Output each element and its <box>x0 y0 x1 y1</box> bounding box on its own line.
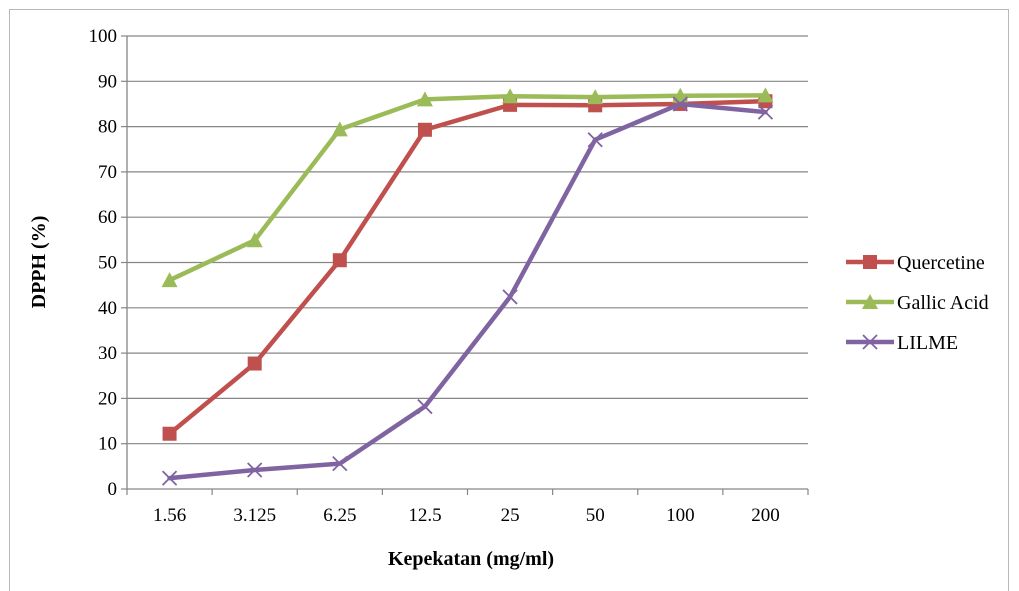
data-point-gallic-acid <box>502 88 519 104</box>
data-point-lilme <box>587 132 603 148</box>
y-tick-label: 80 <box>98 117 117 138</box>
data-point-gallic-acid <box>587 89 604 105</box>
x-tick-label: 25 <box>501 505 520 526</box>
series-group <box>161 87 774 486</box>
data-point-lilme <box>247 462 263 478</box>
x-tick-label: 12.5 <box>408 505 441 526</box>
legend: Quercetine Gallic Acid LILME <box>846 252 989 354</box>
legend-label: LILME <box>897 332 958 354</box>
x-tick-label: 50 <box>586 505 605 526</box>
x-tick-label: 200 <box>751 505 780 526</box>
data-point-quercetine <box>162 426 177 441</box>
series-quercetine <box>162 94 773 441</box>
y-tick-label: 90 <box>98 71 117 92</box>
y-tick-label: 60 <box>98 207 117 228</box>
data-point-lilme <box>161 470 178 486</box>
data-point-lilme <box>672 96 688 112</box>
legend-item-lilme: LILME <box>846 332 958 354</box>
data-point-gallic-acid <box>757 87 774 103</box>
gridlines <box>127 35 808 445</box>
y-tick-label: 50 <box>98 253 117 274</box>
data-point-gallic-acid <box>331 121 348 137</box>
y-axis-label: DPPH (%) <box>28 216 50 309</box>
y-tick-label: 10 <box>98 434 117 455</box>
y-tick-label: 20 <box>98 388 117 409</box>
series-lilme <box>161 96 774 486</box>
series-line-gallic-acid <box>167 93 768 283</box>
data-point-gallic-acid <box>161 272 178 288</box>
x-tick-label: 3.125 <box>233 505 276 526</box>
x-tick-label: 100 <box>666 505 695 526</box>
y-tick-label: 0 <box>108 479 118 500</box>
legend-marker <box>863 255 877 269</box>
data-point-lilme <box>332 455 348 472</box>
data-point-lilme <box>757 104 774 120</box>
y-tick-label: 30 <box>98 343 117 364</box>
x-tick-label: 1.56 <box>153 505 186 526</box>
legend-label: Gallic Acid <box>897 292 989 314</box>
data-point-gallic-acid <box>246 232 263 248</box>
x-axis-label: Kepekatan (mg/ml) <box>388 548 554 570</box>
legend-marker <box>862 294 878 309</box>
data-point-quercetine <box>417 122 432 137</box>
x-tick-label: 6.25 <box>323 505 356 526</box>
series-line-quercetine <box>167 98 768 436</box>
y-tick-label: 40 <box>98 298 117 319</box>
y-tick-label: 70 <box>98 162 117 183</box>
y-tick-label: 100 <box>89 26 118 47</box>
y-axis-ticks: 0 10 20 30 40 50 60 70 80 90 100 <box>89 26 127 500</box>
legend-label: Quercetine <box>897 252 985 274</box>
data-point-lilme <box>417 398 433 415</box>
series-line-lilme <box>167 101 768 481</box>
data-point-quercetine <box>332 253 347 268</box>
legend-item-quercetine: Quercetine <box>846 252 985 274</box>
x-axis-ticks: 1.56 3.125 6.25 12.5 25 50 100 200 <box>126 489 809 526</box>
legend-marker <box>862 334 878 350</box>
data-point-lilme <box>502 289 518 305</box>
legend-item-gallic-acid: Gallic Acid <box>846 292 989 314</box>
axes <box>126 36 808 490</box>
data-point-gallic-acid <box>416 91 433 107</box>
data-point-quercetine <box>247 356 262 371</box>
